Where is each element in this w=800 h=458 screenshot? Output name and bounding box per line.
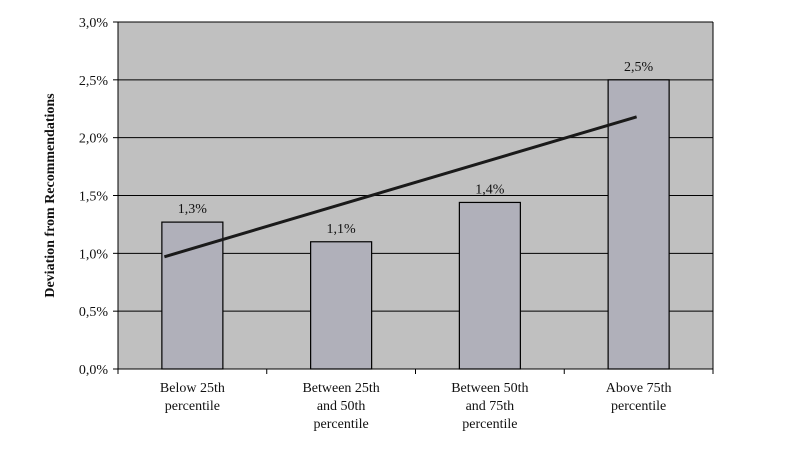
x-category-label-3-line-1: percentile bbox=[611, 399, 666, 414]
data-labels: 1,3% 1,1% 1,4% 2,5% bbox=[178, 60, 654, 237]
x-category-label-1-line-0: Between 25th bbox=[302, 381, 379, 396]
x-category-label-1-line-1: and 50th bbox=[317, 399, 366, 414]
x-category-label-0-line-0: Below 25th bbox=[160, 381, 225, 396]
bars bbox=[161, 79, 670, 370]
x-category-label-1-line-2: percentile bbox=[314, 417, 369, 432]
bar-2 bbox=[458, 201, 521, 370]
y-axis-title: Deviation from Recommendations bbox=[43, 93, 58, 298]
y-tick-label-2: 1,0% bbox=[79, 247, 109, 262]
x-category-label-0-line-1: percentile bbox=[165, 399, 220, 414]
y-tick-label-1: 0,5% bbox=[79, 305, 109, 320]
x-category-label-2-line-1: and 75th bbox=[466, 399, 515, 414]
data-label-2: 1,4% bbox=[475, 182, 505, 197]
y-tick-labels: 0,0% 0,5% 1,0% 1,5% 2,0% 2,5% 3,0% bbox=[79, 16, 109, 378]
x-category-labels: Below 25th percentile Between 25th and 50th… bbox=[160, 381, 672, 432]
y-tick-label-6: 3,0% bbox=[79, 16, 109, 31]
y-tick-label-0: 0,0% bbox=[79, 363, 109, 378]
data-label-0: 1,3% bbox=[178, 202, 208, 217]
bar-0 bbox=[161, 221, 224, 370]
data-label-1: 1,1% bbox=[327, 222, 357, 237]
x-category-label-2-line-2: percentile bbox=[462, 417, 517, 432]
trend-line bbox=[163, 115, 638, 259]
x-category-label-3-line-0: Above 75th bbox=[606, 381, 672, 396]
y-tick-label-3: 1,5% bbox=[79, 190, 109, 205]
data-label-3: 2,5% bbox=[624, 60, 654, 75]
y-tick-label-4: 2,0% bbox=[79, 132, 109, 147]
axes bbox=[113, 21, 714, 374]
bar-1 bbox=[310, 241, 373, 370]
y-tick-label-5: 2,5% bbox=[79, 74, 109, 89]
x-category-label-2-line-0: Between 50th bbox=[451, 381, 528, 396]
